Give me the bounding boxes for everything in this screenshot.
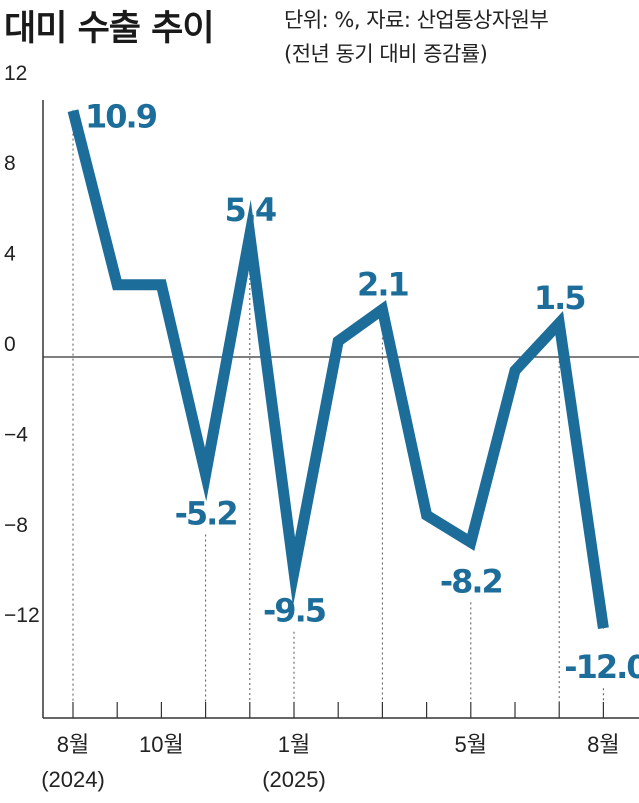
data-label: -12.0 bbox=[564, 648, 639, 686]
chart-source: 단위: %, 자료: 산업통상자원부 bbox=[284, 8, 549, 32]
axes bbox=[42, 100, 639, 719]
y-tick-label: −12 bbox=[4, 604, 40, 627]
data-point bbox=[205, 474, 207, 476]
x-tick-sublabel: (2025) bbox=[262, 767, 326, 792]
x-tick-label: 10월 bbox=[139, 732, 184, 757]
data-label: 10.9 bbox=[85, 98, 157, 136]
x-tick-sublabel: (2024) bbox=[41, 767, 105, 792]
data-labels: 10.9 -5.2 5.4 -9.5 2.1 -8.2 1.5 -12.0 bbox=[85, 98, 639, 687]
y-tick-label: −4 bbox=[4, 423, 28, 446]
data-point bbox=[514, 370, 516, 372]
guide-lines bbox=[72, 118, 604, 702]
data-point bbox=[116, 284, 118, 286]
data-point bbox=[249, 234, 251, 236]
x-tick-label: 8월 bbox=[587, 732, 619, 757]
y-tick-label: 12 bbox=[4, 62, 27, 85]
data-point bbox=[602, 627, 604, 629]
data-point bbox=[426, 514, 428, 516]
chart-note: (전년 동기 대비 증감률) bbox=[284, 42, 488, 66]
data-label: -8.2 bbox=[440, 562, 502, 600]
x-tick-label: 1월 bbox=[278, 732, 310, 757]
data-point bbox=[160, 284, 162, 286]
series bbox=[67, 109, 609, 629]
y-tick-label: 4 bbox=[4, 243, 16, 266]
data-point bbox=[72, 110, 74, 112]
series-line bbox=[67, 109, 609, 629]
data-label: -9.5 bbox=[263, 592, 326, 630]
data-point bbox=[470, 541, 472, 543]
data-point bbox=[558, 322, 560, 324]
data-label: 2.1 bbox=[357, 266, 408, 304]
x-tick-label: 8월 bbox=[57, 732, 89, 757]
data-point bbox=[337, 340, 339, 342]
x-tick-labels: 8월 (2024) 10월 1월 (2025) 5월 8월 bbox=[41, 732, 619, 792]
y-tick-label: −8 bbox=[4, 514, 28, 537]
data-point bbox=[293, 571, 295, 573]
y-tick-label: 8 bbox=[4, 152, 16, 175]
x-tick-label: 5월 bbox=[455, 732, 487, 757]
chart-title: 대미 수출 추이 bbox=[4, 9, 215, 49]
data-label: 5.4 bbox=[224, 191, 275, 229]
data-point bbox=[381, 309, 383, 311]
data-label: -5.2 bbox=[175, 495, 237, 533]
y-tick-label: 0 bbox=[4, 333, 16, 356]
y-tick-labels: 12 8 4 0 −4 −8 −12 bbox=[4, 62, 40, 627]
data-label: 1.5 bbox=[534, 279, 585, 317]
